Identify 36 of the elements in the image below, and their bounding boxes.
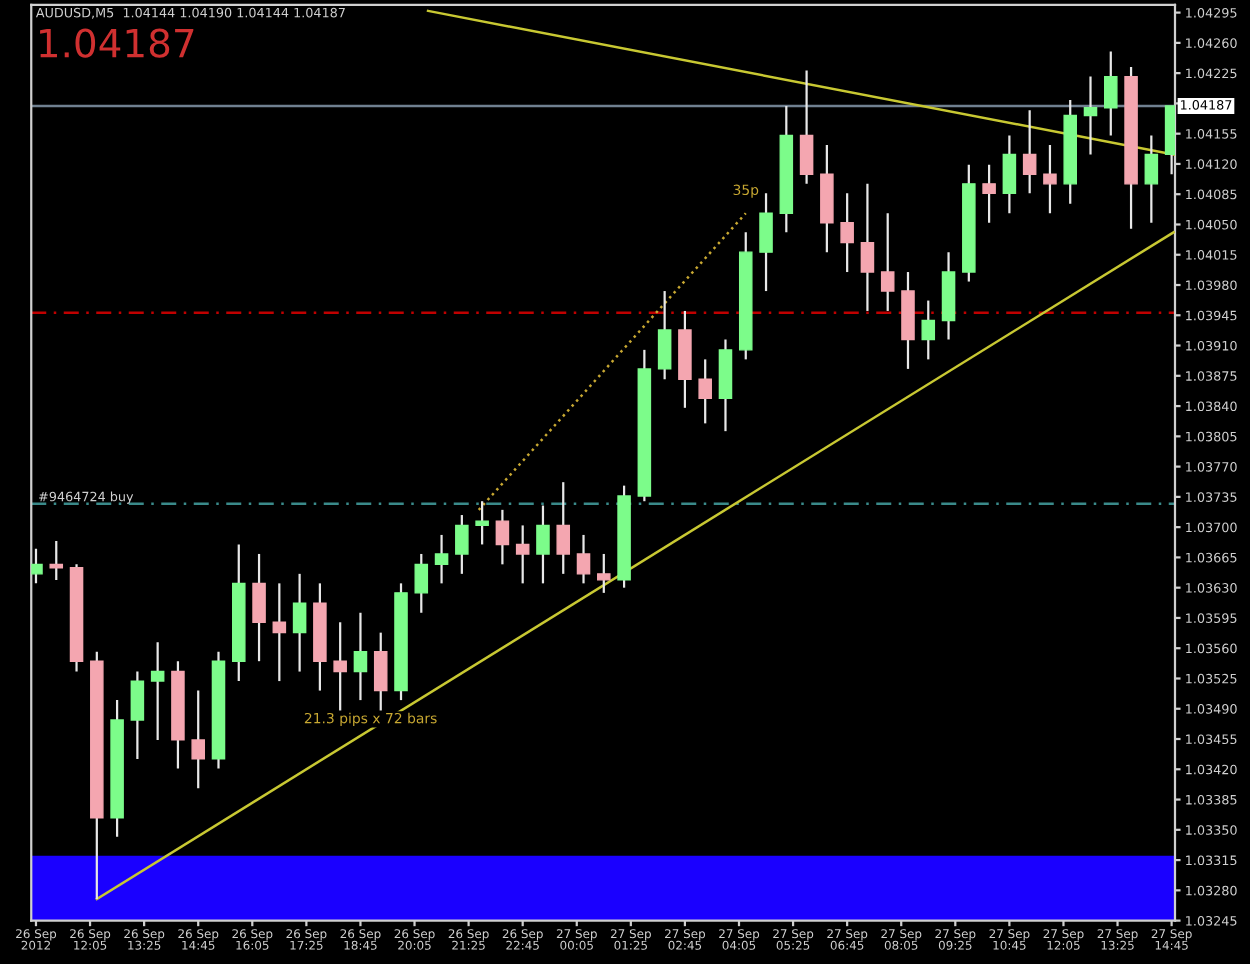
candlestick xyxy=(1043,143,1057,215)
candlestick xyxy=(698,358,712,425)
candlestick xyxy=(597,552,611,594)
candlestick xyxy=(880,212,895,313)
candlestick xyxy=(272,582,287,683)
candlestick xyxy=(982,163,996,224)
candlestick xyxy=(130,670,145,761)
candlestick xyxy=(799,69,814,185)
candlestick xyxy=(860,182,875,313)
candlestick xyxy=(191,689,205,790)
candlestick xyxy=(515,524,530,585)
candlestick xyxy=(434,533,449,585)
candlestick xyxy=(1104,50,1118,137)
candlestick xyxy=(536,504,550,585)
candlestick xyxy=(1022,109,1037,195)
candlestick xyxy=(759,192,773,293)
candlestick xyxy=(292,572,307,673)
candlestick xyxy=(455,513,469,575)
candlestick xyxy=(150,641,165,741)
candlestick xyxy=(1002,134,1017,215)
candlestick xyxy=(921,299,936,361)
candlestick xyxy=(353,611,368,702)
candlestick xyxy=(373,631,388,712)
candlestick xyxy=(556,481,571,575)
annotation: 1.04187 xyxy=(40,28,194,58)
candlestick xyxy=(495,508,510,566)
candlestick xyxy=(252,552,266,663)
candlestick xyxy=(333,621,347,712)
candlestick xyxy=(1083,75,1098,156)
candlestick xyxy=(1144,134,1159,224)
candlestick xyxy=(475,500,489,546)
candlestick xyxy=(840,192,854,274)
candlestick xyxy=(31,547,43,585)
candlestick xyxy=(576,533,591,585)
candlestick xyxy=(657,289,672,381)
candlestick xyxy=(414,552,429,614)
